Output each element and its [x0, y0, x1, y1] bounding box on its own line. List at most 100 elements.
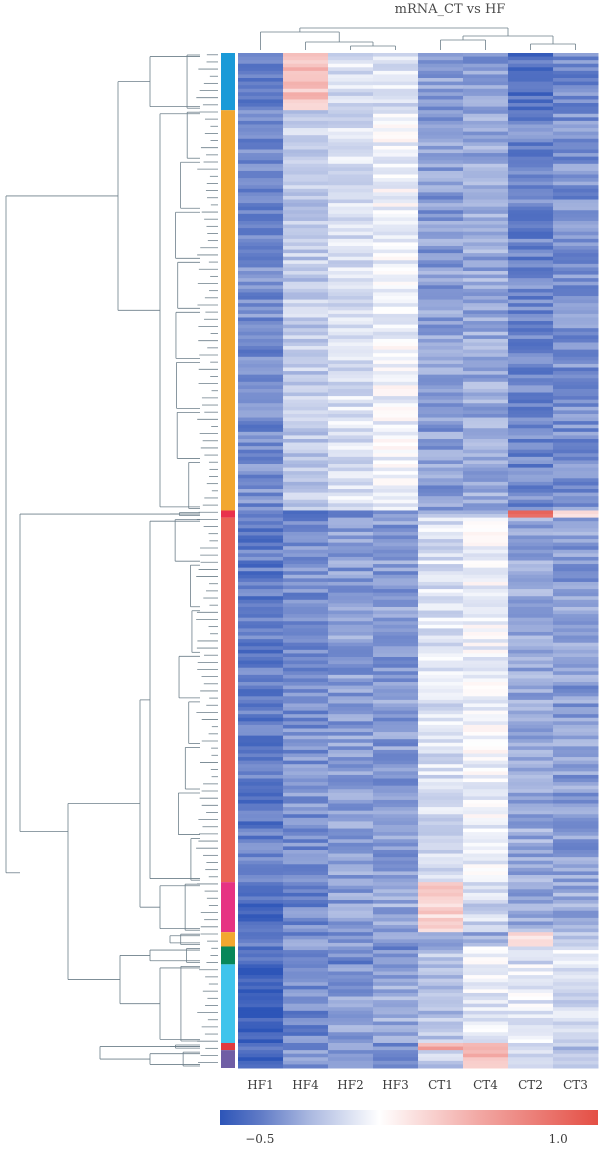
heatmap-cell	[418, 113, 464, 118]
heatmap-cell	[553, 128, 599, 133]
heatmap-cell	[463, 903, 509, 908]
heatmap-cell	[463, 975, 509, 980]
heatmap-cell	[283, 689, 329, 694]
heatmap-cell	[418, 1014, 464, 1019]
heatmap-cell	[463, 581, 509, 587]
heatmap-cell	[283, 1053, 329, 1058]
heatmap-cell	[418, 581, 464, 587]
heatmap-cell	[553, 335, 599, 340]
heatmap-cell	[463, 589, 509, 594]
heatmap-cell	[553, 678, 599, 683]
heatmap-cell	[508, 742, 554, 747]
heatmap-cell	[553, 778, 599, 783]
heatmap-cell	[508, 1053, 554, 1058]
heatmap-cell	[418, 707, 464, 712]
heatmap-cell	[418, 578, 464, 583]
heatmap-cell	[373, 960, 419, 965]
heatmap-cell	[418, 631, 464, 637]
heatmap-cell	[553, 749, 599, 754]
heatmap-cell	[553, 539, 599, 544]
heatmap-cell	[328, 149, 374, 154]
heatmap-cell	[553, 531, 599, 536]
heatmap-cell	[418, 757, 464, 762]
heatmap-cell	[463, 585, 509, 590]
heatmap-cell	[373, 860, 419, 865]
heatmap-cell	[463, 60, 509, 65]
heatmap-cell	[238, 410, 284, 415]
heatmap-cell	[238, 875, 284, 880]
heatmap-cell	[508, 610, 554, 615]
heatmap-cell	[508, 942, 554, 947]
heatmap-cell	[463, 849, 509, 855]
heatmap-cell	[508, 410, 554, 415]
heatmap-cell	[463, 421, 509, 426]
heatmap-cell	[463, 649, 509, 654]
heatmap-cell	[553, 535, 599, 540]
heatmap-cell	[283, 249, 329, 254]
heatmap-cell	[373, 103, 419, 108]
heatmap-cell	[373, 699, 419, 704]
heatmap-cell	[508, 964, 554, 969]
heatmap-cell	[238, 113, 284, 118]
heatmap-cell	[328, 939, 374, 944]
heatmap-cell	[463, 353, 509, 358]
heatmap-cell	[283, 206, 329, 211]
heatmap-cell	[508, 253, 554, 258]
heatmap-cell	[463, 792, 509, 797]
heatmap-cell	[463, 942, 509, 947]
heatmap-cell	[283, 156, 329, 161]
heatmap-cell	[283, 188, 329, 193]
heatmap-cell	[508, 782, 554, 787]
heatmap-cell	[553, 435, 599, 440]
heatmap-cell	[508, 889, 554, 894]
heatmap-cell	[418, 156, 464, 161]
heatmap-cell	[328, 253, 374, 258]
heatmap-cell	[328, 917, 374, 922]
heatmap-cell	[373, 635, 419, 640]
heatmap-cell	[328, 1046, 374, 1051]
heatmap-cell	[418, 1042, 464, 1048]
heatmap-cell	[418, 203, 464, 208]
heatmap-cell	[508, 646, 554, 651]
heatmap-cell	[283, 628, 329, 633]
heatmap-cell	[238, 646, 284, 651]
heatmap-cell	[283, 556, 329, 561]
heatmap-cell	[238, 1053, 284, 1058]
heatmap-cell	[418, 767, 464, 772]
heatmap-cell	[373, 496, 419, 501]
heatmap-cell	[238, 342, 284, 347]
heatmap-cell	[328, 117, 374, 122]
heatmap-cell	[418, 549, 464, 554]
cluster-bar-segment	[221, 964, 235, 1043]
heatmap-cell	[418, 95, 464, 100]
heatmap-cell	[508, 53, 554, 58]
heatmap-cell	[553, 53, 599, 58]
heatmap-cell	[508, 553, 554, 558]
heatmap-cell	[373, 138, 419, 143]
heatmap-cell	[328, 871, 374, 876]
heatmap-cell	[328, 817, 374, 822]
heatmap-cell	[283, 571, 329, 576]
heatmap-cell	[463, 224, 509, 229]
heatmap-cell	[508, 210, 554, 215]
heatmap-cell	[238, 203, 284, 208]
heatmap-cell	[463, 878, 509, 883]
heatmap-cell	[418, 181, 464, 186]
heatmap-cell	[283, 939, 329, 944]
heatmap-cell	[283, 892, 329, 897]
heatmap-cell	[238, 624, 284, 629]
heatmap-cell	[418, 342, 464, 347]
heatmap-cell	[418, 328, 464, 333]
heatmap-cell	[463, 807, 509, 812]
heatmap-cell	[508, 442, 554, 447]
heatmap-cell	[418, 324, 464, 329]
heatmap-cell	[463, 120, 509, 125]
heatmap-cell	[418, 1017, 464, 1023]
heatmap-cell	[418, 714, 464, 719]
heatmap-cell	[328, 78, 374, 83]
heatmap-cell	[463, 1057, 509, 1062]
heatmap-cell	[238, 224, 284, 229]
heatmap-cell	[553, 617, 599, 622]
heatmap-cell	[463, 235, 509, 240]
heatmap-cell	[328, 128, 374, 133]
